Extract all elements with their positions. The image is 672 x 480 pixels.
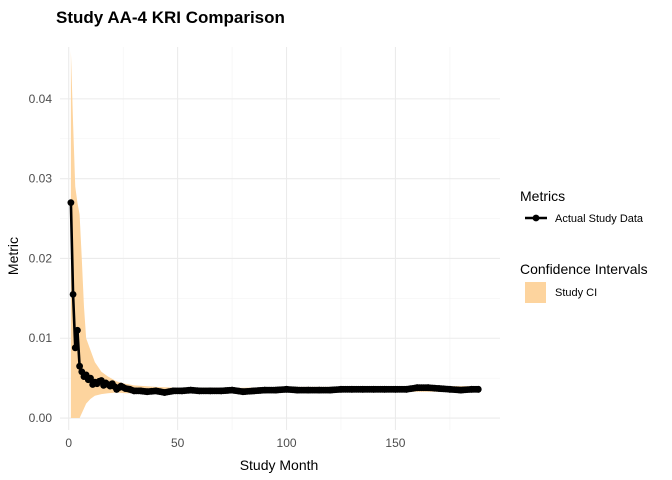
y-tick-label: 0.04 bbox=[29, 92, 53, 106]
grid bbox=[60, 47, 500, 430]
legend-key-fill bbox=[525, 282, 546, 303]
x-tick-label: 0 bbox=[65, 436, 72, 450]
data-point bbox=[87, 374, 94, 382]
x-tick-label: 50 bbox=[171, 436, 185, 450]
y-tick-label: 0.03 bbox=[29, 172, 53, 186]
ci-ribbon bbox=[70, 50, 479, 419]
x-tick-label: 150 bbox=[385, 436, 405, 450]
data-point bbox=[69, 290, 77, 298]
x-axis-title: Study Month bbox=[240, 457, 319, 473]
data-point bbox=[67, 199, 75, 206]
data-point bbox=[74, 326, 81, 334]
chart-title: Study AA-4 KRI Comparison bbox=[56, 8, 285, 27]
legend-label-actual-study-data: Actual Study Data bbox=[555, 213, 644, 225]
y-tick-label: 0.00 bbox=[29, 411, 53, 425]
data-point bbox=[76, 362, 84, 370]
legend-key-point bbox=[532, 214, 540, 222]
series-points bbox=[67, 199, 482, 396]
legend-label-study-ci: Study CI bbox=[555, 287, 597, 299]
legend-title-confidence-intervals: Confidence Intervals bbox=[520, 261, 648, 277]
y-tick-label: 0.01 bbox=[29, 331, 53, 345]
legend: Metrics Actual Study Data Confidence Int… bbox=[520, 188, 648, 303]
x-axis-ticks: 0 50 100 150 bbox=[65, 436, 405, 450]
legend-title-metrics: Metrics bbox=[520, 188, 565, 204]
data-point bbox=[71, 344, 79, 352]
y-axis-ticks: 0.00 0.01 0.02 0.03 0.04 bbox=[29, 92, 53, 425]
series-line-actual-study-data bbox=[69, 202, 479, 394]
y-axis-title: Metric bbox=[5, 237, 21, 275]
data-point bbox=[474, 385, 482, 393]
y-tick-label: 0.02 bbox=[29, 251, 53, 265]
x-tick-label: 100 bbox=[277, 436, 297, 450]
